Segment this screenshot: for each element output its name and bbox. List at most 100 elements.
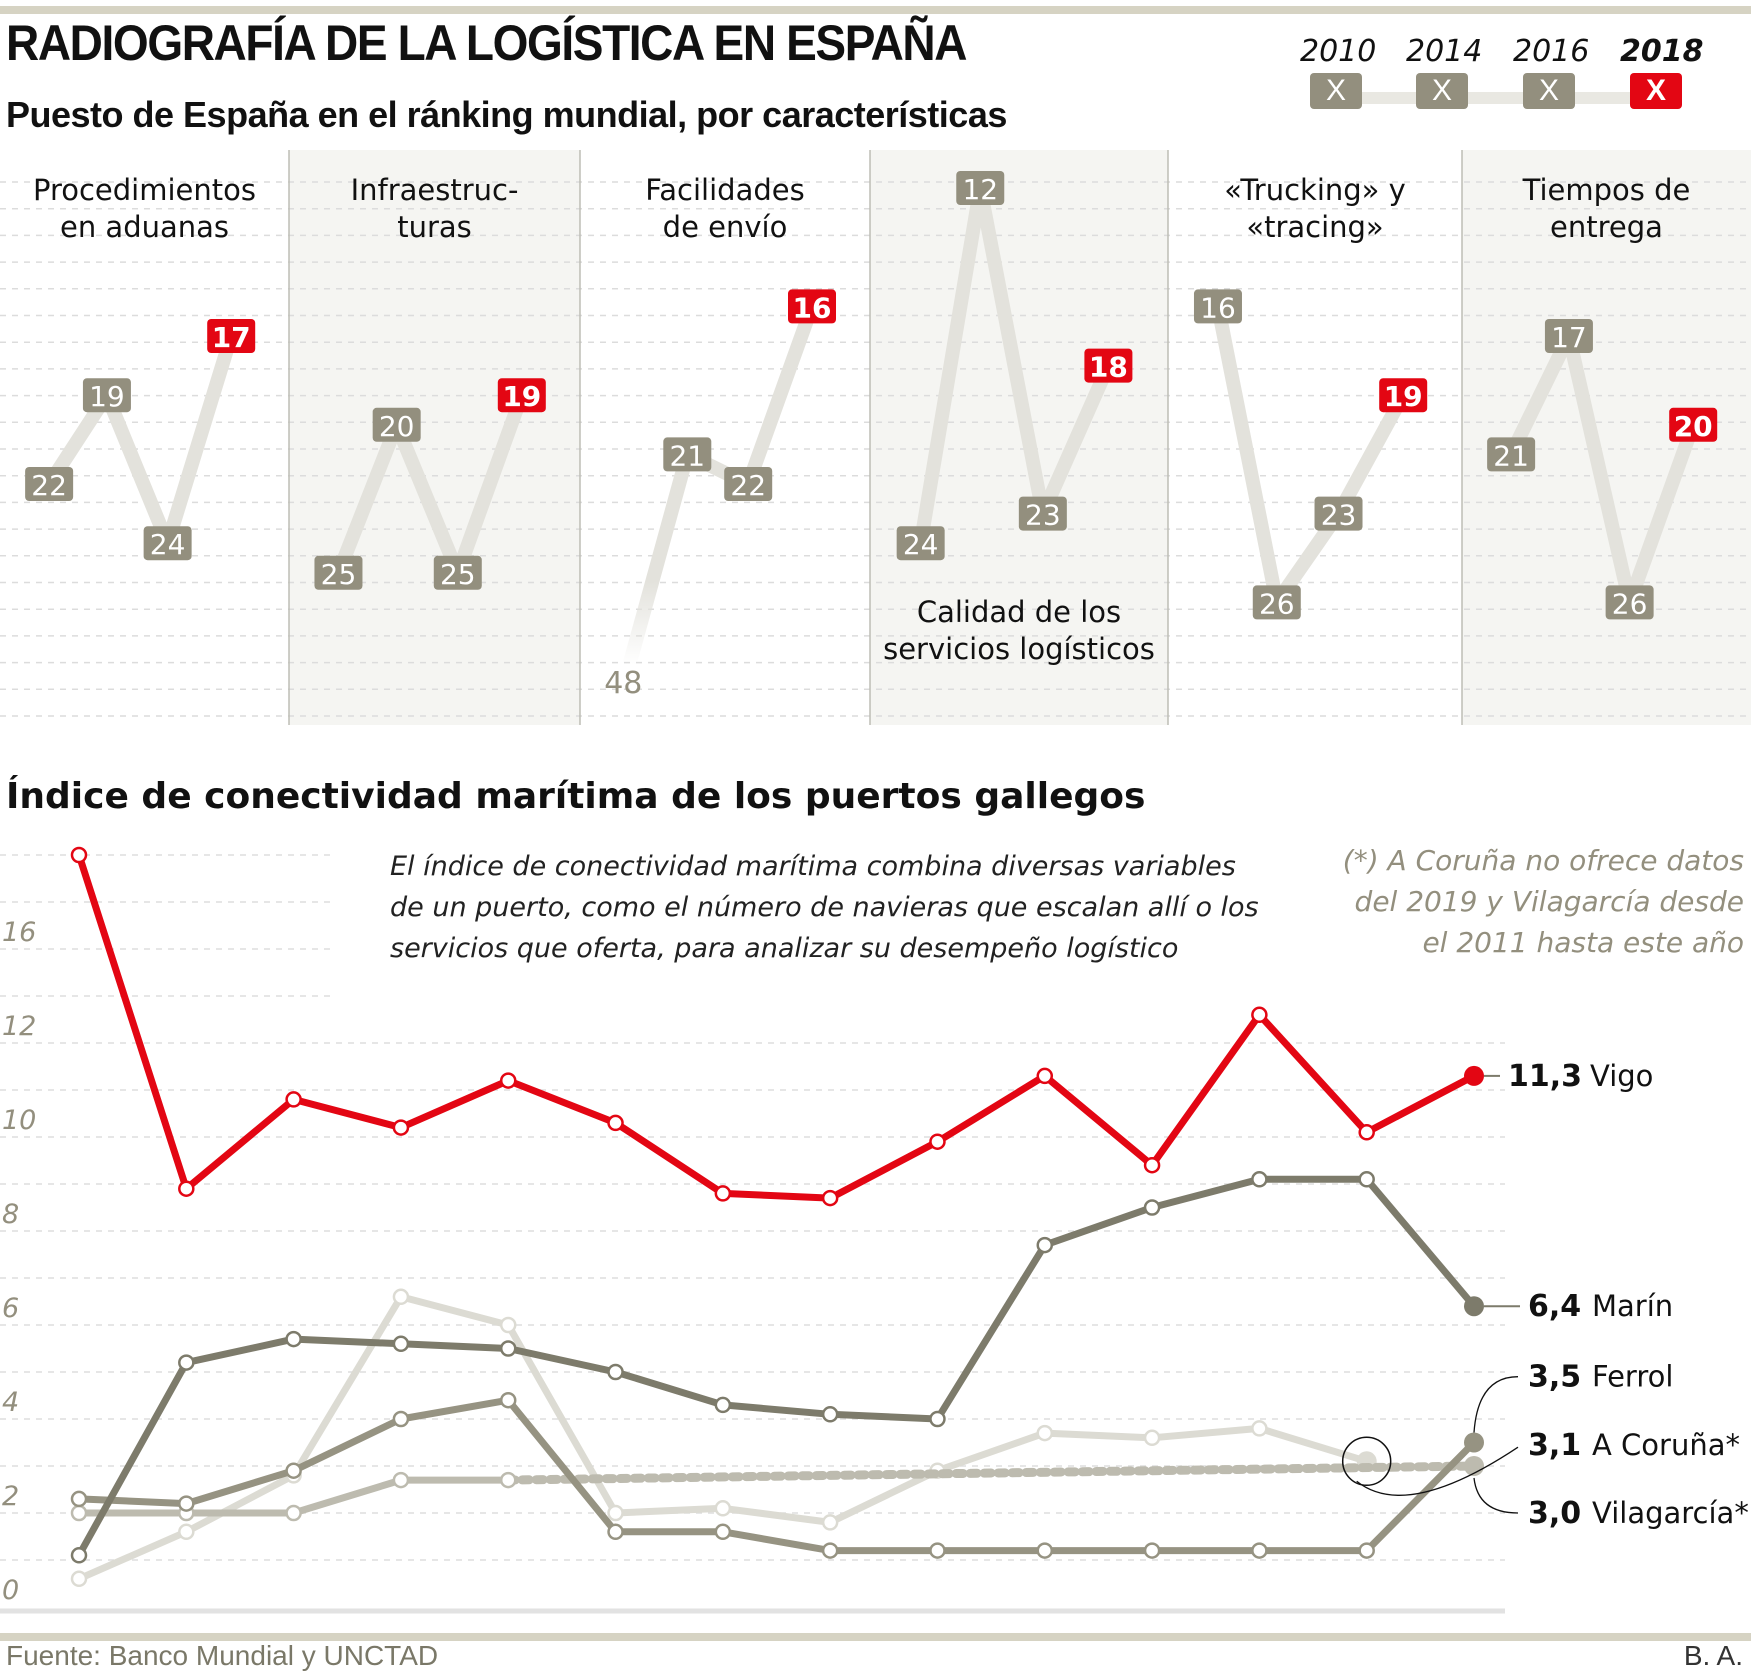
series-point	[70, 1547, 88, 1564]
series-point	[1036, 1067, 1054, 1085]
year-label: 2014	[1406, 34, 1483, 69]
ranking-value: 25	[321, 558, 357, 591]
ranking-box-2018	[1669, 407, 1718, 442]
series-line	[1041, 1204, 1156, 1249]
series-point	[392, 1335, 410, 1353]
end-label: 11,3 Vigo	[1508, 1059, 1653, 1094]
ranking-value: 20	[1674, 410, 1713, 443]
ranking-box	[314, 555, 363, 590]
series-line	[1363, 1175, 1478, 1310]
series-line	[1363, 1072, 1478, 1136]
ranking-line	[913, 181, 1115, 545]
series-line	[933, 1429, 1049, 1475]
series-end-point	[1464, 1065, 1484, 1086]
ranking-line	[1504, 329, 1700, 610]
series-vilagarca	[70, 1456, 1484, 1522]
series-end-point	[1464, 1296, 1484, 1317]
series-line	[612, 1368, 727, 1409]
end-label: 3,0 Vilagarcía*	[1528, 1496, 1749, 1531]
end-label: 3,5 Ferrol	[1528, 1360, 1673, 1395]
panel-label: Infraestruc-	[351, 173, 519, 207]
year-marker: X	[1416, 73, 1468, 109]
ranking-box	[1193, 289, 1242, 324]
panel-label: Calidad de los	[917, 595, 1121, 629]
series-point	[714, 1185, 732, 1202]
series-line	[933, 1072, 1049, 1146]
series-point	[392, 1471, 410, 1489]
ranking-panel: «Trucking» y«tracing» 16 26 23 19	[1193, 173, 1428, 620]
series-point	[1143, 1429, 1161, 1447]
y-tick-label: 4	[2, 1387, 19, 1418]
series-line	[826, 1410, 941, 1423]
leader-line	[1473, 1376, 1519, 1433]
ranking-box	[724, 467, 773, 501]
ranking-value: 22	[31, 469, 67, 502]
year-legend-item: 2016 X	[1513, 34, 1589, 109]
series-point	[1358, 1542, 1375, 1559]
series-point	[607, 1114, 624, 1132]
chart-footnote: del 2019 y Vilagarcía desde	[1355, 885, 1744, 918]
end-label-value: 3,1	[1528, 1428, 1581, 1463]
series-point	[714, 1396, 732, 1414]
series-line	[397, 1340, 512, 1352]
series-vigo	[70, 846, 1484, 1207]
end-label-name: Vigo	[1590, 1059, 1653, 1093]
ranking-value: 19	[89, 380, 125, 413]
series-point	[178, 1180, 195, 1197]
y-tick-label: 6	[2, 1293, 19, 1324]
year-marker: X	[1630, 73, 1682, 109]
series-line	[397, 1293, 512, 1329]
year-legend: 2010 X 2014 X 2016 X 2018 X	[1300, 34, 1720, 124]
ranking-value: 24	[150, 528, 186, 561]
end-label-name: Ferrol	[1592, 1360, 1673, 1394]
ranking-box	[956, 171, 1005, 205]
ranking-box-2018	[207, 319, 256, 353]
series-line	[933, 1241, 1049, 1423]
series-line	[75, 1495, 190, 1508]
ranking-box	[896, 526, 945, 561]
series-point	[1036, 1424, 1054, 1442]
ranking-box	[1018, 496, 1067, 531]
footer-rule	[0, 1633, 1751, 1641]
series-point	[285, 1504, 302, 1522]
series-point	[285, 1462, 302, 1479]
series-line	[1041, 1429, 1156, 1442]
ranking-box	[1314, 496, 1363, 531]
series-point	[1143, 1156, 1161, 1174]
ranking-value: 18	[1089, 351, 1128, 384]
end-label-value: 11,3	[1508, 1059, 1582, 1094]
series-line	[826, 1138, 941, 1202]
series-point	[929, 1410, 946, 1428]
ranking-value: 23	[1321, 499, 1357, 532]
series-point	[821, 1406, 839, 1423]
chart-footnote: (*) A Coruña no ofrece datos	[1343, 844, 1744, 877]
series-point	[392, 1288, 410, 1306]
ranking-box-2018	[497, 378, 546, 413]
source-note: Fuente: Banco Mundial y UNCTAD	[6, 1640, 439, 1671]
end-label: 6,4 Marín	[1528, 1289, 1673, 1324]
series-point	[178, 1495, 195, 1512]
panel-label: de envío	[663, 210, 788, 244]
ranking-value: 19	[1384, 380, 1423, 413]
ranking-value: 16	[1200, 291, 1236, 324]
ranking-box	[663, 437, 712, 472]
ranking-box-2018	[788, 289, 836, 324]
series-ferrol	[70, 1391, 1484, 1559]
series-point	[1036, 1542, 1054, 1559]
ranking-box-2018	[1379, 378, 1428, 413]
y-tick-label: 2	[2, 1481, 19, 1512]
year-legend-track	[1330, 92, 1660, 104]
series-point	[285, 1091, 302, 1108]
year-legend-item: 2010 X	[1300, 34, 1376, 109]
series-point	[821, 1542, 839, 1559]
port-connectivity-chart: Índice de conectividad marítima de los p…	[0, 775, 1749, 1614]
series-point	[1251, 1420, 1268, 1437]
series-point	[499, 1316, 517, 1334]
series-point	[821, 1514, 839, 1531]
ranking-value: 21	[669, 439, 705, 472]
panel-label: Procedimientos	[33, 173, 256, 207]
ranking-value: 17	[212, 321, 251, 354]
panel-shade	[289, 150, 580, 725]
